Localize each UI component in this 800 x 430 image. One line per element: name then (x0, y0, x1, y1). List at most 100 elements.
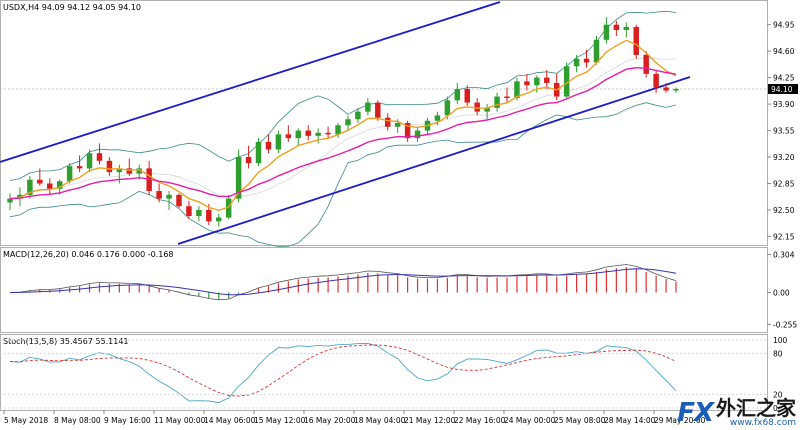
candle-body (136, 168, 142, 174)
candle-body (544, 77, 550, 83)
macd-line (9, 264, 677, 301)
time-tick-label: 24 May 00:00 (504, 416, 556, 425)
main-price-layer (0, 1, 691, 247)
time-tick-label: 15 May 12:00 (254, 416, 306, 425)
candle-body (27, 179, 33, 195)
candle-body (255, 141, 262, 164)
candle-body (335, 125, 341, 135)
candle-body (384, 117, 391, 127)
candle-body (37, 179, 43, 184)
candle-body (365, 102, 371, 112)
time-tick-label: 5 May 2018 (4, 416, 48, 425)
candle-body (56, 181, 63, 189)
candle-body (315, 132, 321, 136)
candle-body (106, 160, 113, 173)
macd-panel-frame (0, 247, 768, 333)
candle-body (375, 102, 381, 118)
candle-body (126, 168, 133, 174)
candle-body (474, 102, 480, 112)
macd-signal-line (9, 268, 677, 296)
candle-body (623, 26, 630, 30)
candle-body (86, 153, 93, 169)
price-tick-label: 92.85 (773, 180, 795, 189)
candle-body (295, 130, 302, 139)
candle-body (524, 81, 530, 86)
watermark-url: www.fx68.com (729, 418, 796, 428)
time-tick-label: 21 May 12:00 (404, 416, 456, 425)
current-price-label: 94.10 (771, 85, 793, 94)
panel-frames (0, 0, 768, 411)
candle-body (345, 119, 351, 126)
price-axis: 94.95 94.60 94.25 93.90 93.55 93.20 92.85 92.50… (767, 21, 795, 241)
main-panel-frame (0, 0, 768, 246)
candle-body (355, 111, 361, 120)
price-tick-label: 94.60 (773, 47, 795, 56)
candle-body (583, 58, 590, 63)
channel-lower-line (177, 76, 691, 245)
current-price-box (768, 84, 798, 94)
candle-body (275, 134, 282, 150)
candle-body (484, 107, 490, 112)
time-tick-label: 9 May 16:00 (104, 416, 151, 425)
price-tick-label: 94.25 (773, 74, 795, 83)
candle-body (643, 54, 649, 74)
price-tick-label: 93.90 (773, 100, 795, 109)
stoch-panel-frame (0, 334, 768, 411)
candle-body (394, 123, 401, 127)
time-tick-label: 29 May 20:00 (654, 416, 706, 425)
macd-tick-label: 0.304 (773, 251, 795, 260)
stoch-d-line (9, 344, 677, 397)
candle-body (534, 77, 540, 86)
candle-body (176, 194, 182, 207)
candle-body (7, 198, 13, 203)
time-tick-label: 8 May 08:00 (54, 416, 101, 425)
price-tick-label: 93.20 (773, 153, 795, 162)
candle-body (116, 168, 123, 173)
time-tick-label: 18 May 04:00 (354, 416, 406, 425)
macd-tick-label: -0.255 (773, 320, 797, 329)
macd-tick-label: 0.00 (773, 289, 790, 298)
time-tick-label: 28 May 14:00 (604, 416, 656, 425)
candle-body (96, 153, 103, 161)
candle-body (414, 130, 421, 139)
time-tick-label: 11 May 00:00 (154, 416, 206, 425)
candle-body (633, 26, 639, 55)
candle-body (285, 134, 292, 139)
stoch-tick-label: 80 (773, 350, 783, 359)
candle-body (613, 24, 620, 30)
candle-body (47, 183, 53, 189)
macd-axis: 0.304 0.00 -0.255 (767, 251, 797, 329)
candle-body (166, 194, 172, 199)
symbol-header: USDX,H4 94.09 94.12 94.05 94.10 (3, 3, 141, 12)
bollinger-lower-line (9, 102, 677, 247)
price-tick-label: 92.15 (773, 232, 795, 241)
candle-body (265, 141, 272, 150)
candle-body (573, 58, 580, 67)
bollinger-middle-line (9, 57, 677, 199)
candle-body (603, 24, 610, 40)
candle-body (156, 191, 162, 199)
candle-body (593, 39, 600, 63)
stoch-tick-label: 100 (773, 336, 788, 345)
price-tick-label: 92.50 (773, 206, 795, 215)
candle-body (663, 87, 669, 91)
stoch-tick-label: 20 (773, 390, 783, 399)
candle-body (563, 66, 570, 97)
candle-body (196, 209, 202, 217)
candle-body (225, 198, 232, 218)
candle-body (325, 132, 331, 135)
stochastic-layer (9, 342, 677, 404)
fast-ma-line (9, 39, 677, 212)
candle-body (216, 217, 222, 222)
candle-body (76, 166, 83, 169)
time-tick-label: 22 May 16:00 (454, 416, 506, 425)
macd-header: MACD(12,26,20) 0.046 0.176 0.000 -0.168 (3, 250, 174, 259)
candle-body (186, 206, 192, 217)
candle-body (444, 100, 451, 116)
watermark-text: 外汇之家 www.fx68.com (716, 398, 796, 428)
candle-body (206, 209, 212, 222)
price-tick-label: 94.95 (773, 21, 795, 30)
slow-ma-line (9, 66, 677, 200)
price-tick-label: 93.55 (773, 127, 795, 136)
